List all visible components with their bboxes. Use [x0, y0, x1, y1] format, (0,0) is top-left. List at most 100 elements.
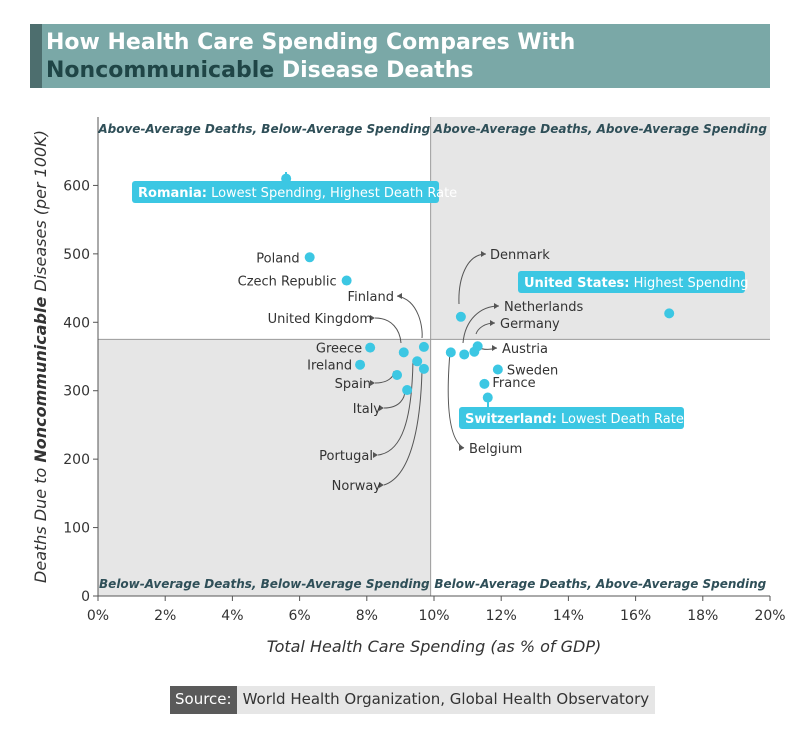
connector-line-prt [377, 359, 414, 456]
callout-box-switzerland [459, 407, 684, 429]
title-accent-bar [30, 24, 42, 88]
data-point-belgium [445, 347, 456, 358]
data-point-netherlands [459, 349, 470, 360]
point-label-spain: Spain [335, 377, 371, 392]
point-label-denmark: Denmark [490, 248, 550, 263]
callout-rest: Highest Spending [629, 276, 748, 291]
arrowhead-spain [370, 380, 375, 386]
x-tick-label: 20% [754, 608, 785, 624]
x-tick-label: 8% [356, 608, 378, 624]
data-point-italy [402, 385, 413, 396]
data-point-czech-republic [341, 275, 352, 286]
chart-title-emphasis: Noncommunicable [46, 58, 275, 83]
y-tick-label: 100 [63, 521, 90, 537]
y-axis-label: Deaths Due to Noncommunicable Diseases (… [31, 130, 50, 583]
callout-text-united-states: United States: Highest Spending [524, 276, 749, 291]
callout-box-united-states [518, 271, 745, 293]
x-tick-label: 2% [154, 608, 176, 624]
callout-bold: United States: [524, 276, 629, 291]
quadrant-label-top-right: Above-Average Deaths, Above-Average Spen… [433, 122, 768, 136]
callout-bold: Switzerland: [465, 412, 557, 427]
y-tick-label: 500 [63, 247, 90, 263]
quadrant-label-bottom-right: Below-Average Deaths, Above-Average Spen… [434, 577, 766, 591]
source-label: Source: [170, 686, 237, 714]
source-text: World Health Organization, Global Health… [236, 686, 656, 714]
connector-line-ukd [374, 317, 402, 344]
y-tick-label: 300 [63, 384, 90, 400]
y-tick-label: 400 [63, 315, 90, 331]
chart-title-rest: Disease Deaths [274, 58, 474, 83]
source-box: Source: World Health Organization, Globa… [170, 686, 656, 714]
x-tick-label: 16% [620, 608, 651, 624]
arrowhead-uk [370, 315, 375, 321]
data-point-united-kingdom [398, 347, 409, 358]
y-axis-label-part: Diseases (per 100K) [31, 130, 50, 297]
x-tick-label: 6% [288, 608, 310, 624]
chart-title-line2: Noncommunicable Disease Deaths [46, 58, 473, 83]
connector-line-dnk [458, 253, 487, 305]
data-point-austria [469, 346, 480, 357]
callout-bold: Romania: [138, 186, 207, 201]
point-label-poland: Poland [256, 251, 299, 266]
arrowhead-norway [379, 482, 384, 488]
point-label-italy: Italy [353, 402, 382, 417]
point-label-portugal: Portugal [319, 449, 373, 464]
y-tick-label: 0 [81, 589, 90, 605]
arrowhead-denmark [481, 251, 486, 257]
point-label-netherlands: Netherlands [504, 300, 583, 315]
arrowhead-portugal [373, 452, 378, 458]
callout-rest: Lowest Spending, Highest Death Rate [207, 186, 457, 201]
data-point-poland [304, 252, 315, 263]
point-label-sweden: Sweden [507, 364, 558, 379]
data-point-finland [418, 341, 429, 352]
data-point-portugal [412, 356, 423, 367]
arrowhead-germany [490, 320, 495, 326]
point-label-finland: Finland [348, 290, 394, 305]
point-label-norway: Norway [332, 479, 382, 494]
arrowhead-belgium [459, 445, 464, 451]
point-label-france: France [492, 376, 535, 391]
data-point-greece [365, 342, 376, 353]
quadrant-shade-top-right [430, 117, 770, 340]
callout-text-romania: Romania: Lowest Spending, Highest Death … [138, 186, 457, 201]
x-tick-label: 4% [221, 608, 243, 624]
connector-line-fin [396, 295, 423, 339]
y-axis-label-part: Deaths Due to [31, 463, 50, 583]
chart-title-line1: How Health Care Spending Compares With [46, 30, 576, 55]
y-tick-label: 600 [63, 178, 90, 194]
data-point-switzerland [482, 392, 493, 403]
y-tick-label: 200 [63, 452, 90, 468]
data-point-sweden [492, 364, 503, 375]
x-tick-label: 0% [87, 608, 109, 624]
callout-text-switzerland: Switzerland: Lowest Death Rate [465, 412, 684, 427]
point-label-austria: Austria [502, 342, 548, 357]
x-tick-label: 14% [553, 608, 584, 624]
x-axis-label: Total Health Care Spending (as % of GDP) [267, 637, 601, 656]
connector-line-nor [383, 369, 423, 486]
x-tick-label: 10% [418, 608, 449, 624]
data-point-norway [418, 363, 429, 374]
title-bar [30, 24, 770, 88]
point-label-ireland: Ireland [307, 359, 352, 374]
point-label-czech-republic: Czech Republic [238, 275, 337, 290]
point-label-belgium: Belgium [469, 442, 522, 457]
point-label-united-kingdom: United Kingdom [268, 312, 372, 327]
arrowhead-netherlands [494, 303, 499, 309]
arrowhead-austria [492, 345, 497, 351]
data-point-ireland [355, 359, 366, 370]
callout-rest: Lowest Death Rate [557, 412, 684, 427]
y-axis-label-part: Noncommunicable [31, 297, 50, 463]
point-label-germany: Germany [500, 317, 560, 332]
arrowhead-italy [379, 405, 384, 411]
quadrant-label-bottom-left: Below-Average Deaths, Below-Average Spen… [99, 577, 430, 591]
x-tick-label: 18% [687, 608, 718, 624]
callout-box-romania [132, 181, 439, 203]
data-point-united-states [664, 308, 675, 319]
data-point-france [479, 378, 490, 389]
data-point-denmark [455, 311, 466, 322]
data-point-spain [392, 369, 403, 380]
point-label-greece: Greece [316, 342, 362, 357]
connector-line-bel [447, 351, 465, 449]
data-point-romania [281, 173, 292, 184]
